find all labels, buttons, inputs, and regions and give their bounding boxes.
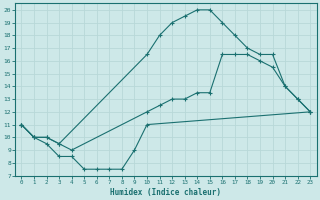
X-axis label: Humidex (Indice chaleur): Humidex (Indice chaleur) xyxy=(110,188,221,197)
